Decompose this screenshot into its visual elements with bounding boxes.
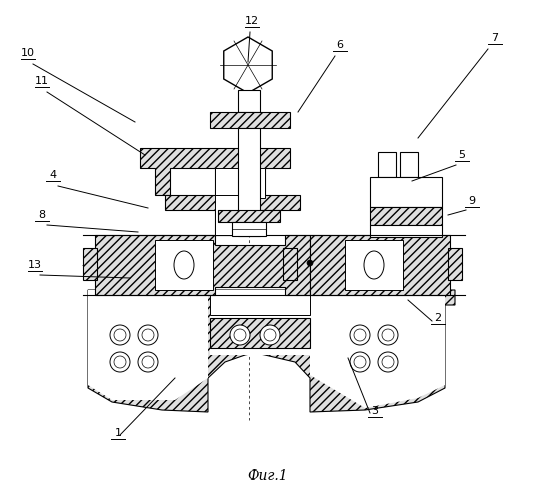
Polygon shape bbox=[88, 290, 208, 400]
Circle shape bbox=[234, 329, 246, 341]
Bar bbox=[345, 240, 403, 290]
Polygon shape bbox=[140, 148, 290, 195]
Bar bbox=[370, 225, 442, 237]
Text: 4: 4 bbox=[49, 170, 56, 180]
Text: 11: 11 bbox=[35, 76, 49, 86]
Circle shape bbox=[230, 325, 250, 345]
Circle shape bbox=[138, 325, 158, 345]
Text: Фиг.1: Фиг.1 bbox=[248, 469, 288, 483]
Circle shape bbox=[354, 356, 366, 368]
Circle shape bbox=[382, 356, 394, 368]
Text: 1: 1 bbox=[114, 428, 121, 438]
Circle shape bbox=[354, 329, 366, 341]
Bar bbox=[378, 152, 396, 177]
Circle shape bbox=[264, 329, 276, 341]
Ellipse shape bbox=[364, 251, 384, 279]
Circle shape bbox=[114, 329, 126, 341]
Text: 10: 10 bbox=[21, 48, 35, 58]
Text: 3: 3 bbox=[372, 406, 379, 416]
Circle shape bbox=[350, 352, 370, 372]
Text: 7: 7 bbox=[491, 33, 498, 43]
Circle shape bbox=[110, 325, 130, 345]
Text: 12: 12 bbox=[245, 16, 259, 26]
Bar bbox=[400, 152, 418, 177]
Text: 9: 9 bbox=[468, 196, 476, 206]
Bar bbox=[215, 168, 265, 198]
Circle shape bbox=[114, 356, 126, 368]
Bar bbox=[210, 112, 290, 128]
Bar bbox=[155, 240, 213, 290]
Text: 13: 13 bbox=[28, 260, 42, 270]
Polygon shape bbox=[165, 195, 300, 235]
Bar bbox=[448, 248, 462, 280]
Circle shape bbox=[138, 352, 158, 372]
Polygon shape bbox=[224, 37, 272, 93]
Bar bbox=[210, 318, 310, 348]
Text: 5: 5 bbox=[459, 150, 466, 160]
Text: 2: 2 bbox=[434, 313, 441, 323]
Polygon shape bbox=[210, 112, 290, 148]
Circle shape bbox=[382, 329, 394, 341]
Bar bbox=[210, 290, 310, 355]
Bar bbox=[238, 90, 260, 112]
Polygon shape bbox=[310, 290, 445, 408]
Polygon shape bbox=[315, 295, 440, 406]
Bar bbox=[370, 177, 442, 207]
Circle shape bbox=[350, 325, 370, 345]
Circle shape bbox=[110, 352, 130, 372]
Bar bbox=[232, 222, 266, 236]
Circle shape bbox=[378, 352, 398, 372]
Bar bbox=[283, 248, 297, 280]
Bar bbox=[215, 195, 240, 235]
Polygon shape bbox=[95, 295, 205, 398]
Bar bbox=[83, 248, 97, 280]
Circle shape bbox=[142, 356, 154, 368]
Ellipse shape bbox=[174, 251, 194, 279]
Circle shape bbox=[378, 325, 398, 345]
Polygon shape bbox=[88, 290, 455, 412]
Circle shape bbox=[260, 325, 280, 345]
Text: 6: 6 bbox=[337, 40, 344, 50]
Bar bbox=[218, 210, 280, 222]
Bar bbox=[210, 295, 310, 315]
Circle shape bbox=[142, 329, 154, 341]
Text: 8: 8 bbox=[39, 210, 46, 220]
Bar bbox=[370, 207, 442, 225]
Circle shape bbox=[307, 260, 313, 266]
Bar bbox=[238, 128, 260, 236]
Polygon shape bbox=[95, 235, 310, 295]
Polygon shape bbox=[310, 235, 450, 295]
